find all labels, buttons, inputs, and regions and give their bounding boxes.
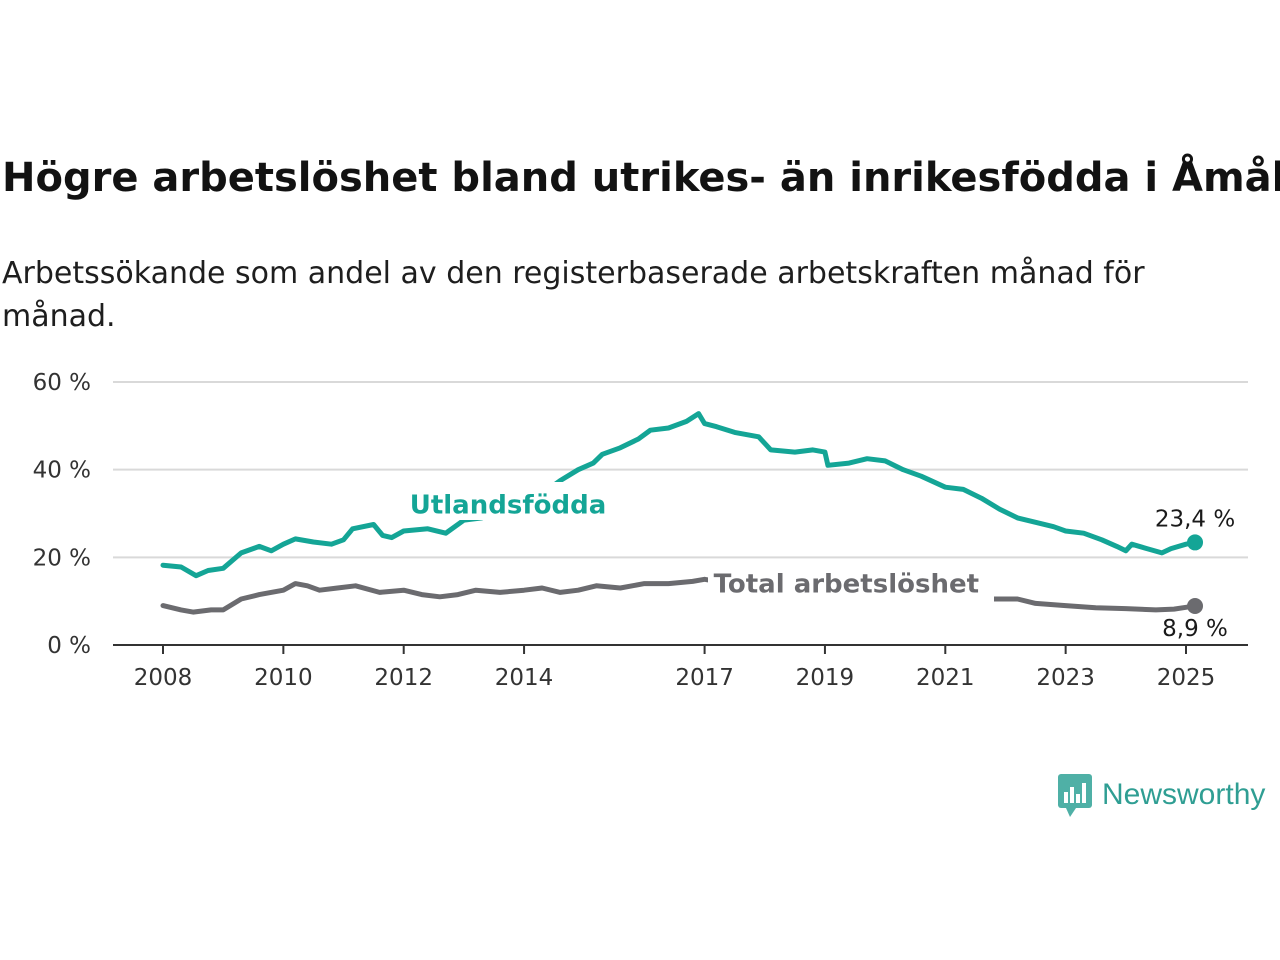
x-tick-label: 2021 [916,665,975,691]
line-chart: 2008 2010 2012 2014 2017 2019 2021 2023 2025 0 %… [33,370,1248,691]
series-lines [160,411,1204,615]
brand-name: Newsworthy [1102,778,1266,811]
x-tick-label: 2014 [495,665,554,691]
x-tick-label: 2012 [374,665,433,691]
x-tick-label: 2010 [254,665,313,691]
end-value-label-foreign: 23,4 % [1155,506,1235,532]
series-line-total [160,576,1198,615]
y-axis-labels: 0 % 20 % 40 % 60 % [33,370,91,659]
series-line-foreign [160,411,1198,579]
x-tick-label: 2017 [675,665,734,691]
x-tick-label: 2023 [1036,665,1095,691]
newsworthy-logo-icon [1058,774,1092,817]
series-end-dot-total [1187,597,1204,614]
series-labels: Utlandsfödda Total arbetslöshet 23,4 % 8,9 … [400,482,1235,642]
series-end-dot-foreign [1187,534,1204,551]
series-label-bg [400,482,622,520]
grid-lines [113,381,1248,559]
x-tick-label: 2008 [134,665,193,691]
y-tick-label: 60 % [33,370,91,396]
x-axis: 2008 2010 2012 2014 2017 2019 2021 2023 2025 [113,644,1248,691]
chart-subtitle: Arbetssökande som andel av den registerb… [2,256,1145,334]
series-label-foreign: Utlandsfödda [410,491,607,521]
series-label-total: Total arbetslöshet [714,570,979,600]
x-tick-label: 2019 [796,665,855,691]
y-tick-label: 0 % [47,633,91,659]
series-label-bg [708,565,994,603]
y-tick-label: 20 % [33,545,91,571]
chart-title: Högre arbetslöshet bland utrikes- än inr… [2,155,1280,201]
newsworthy-brand: Newsworthy [1058,772,1265,818]
x-tick-label: 2025 [1157,665,1216,691]
y-tick-label: 40 % [33,458,91,484]
end-value-label-total: 8,9 % [1162,616,1228,642]
